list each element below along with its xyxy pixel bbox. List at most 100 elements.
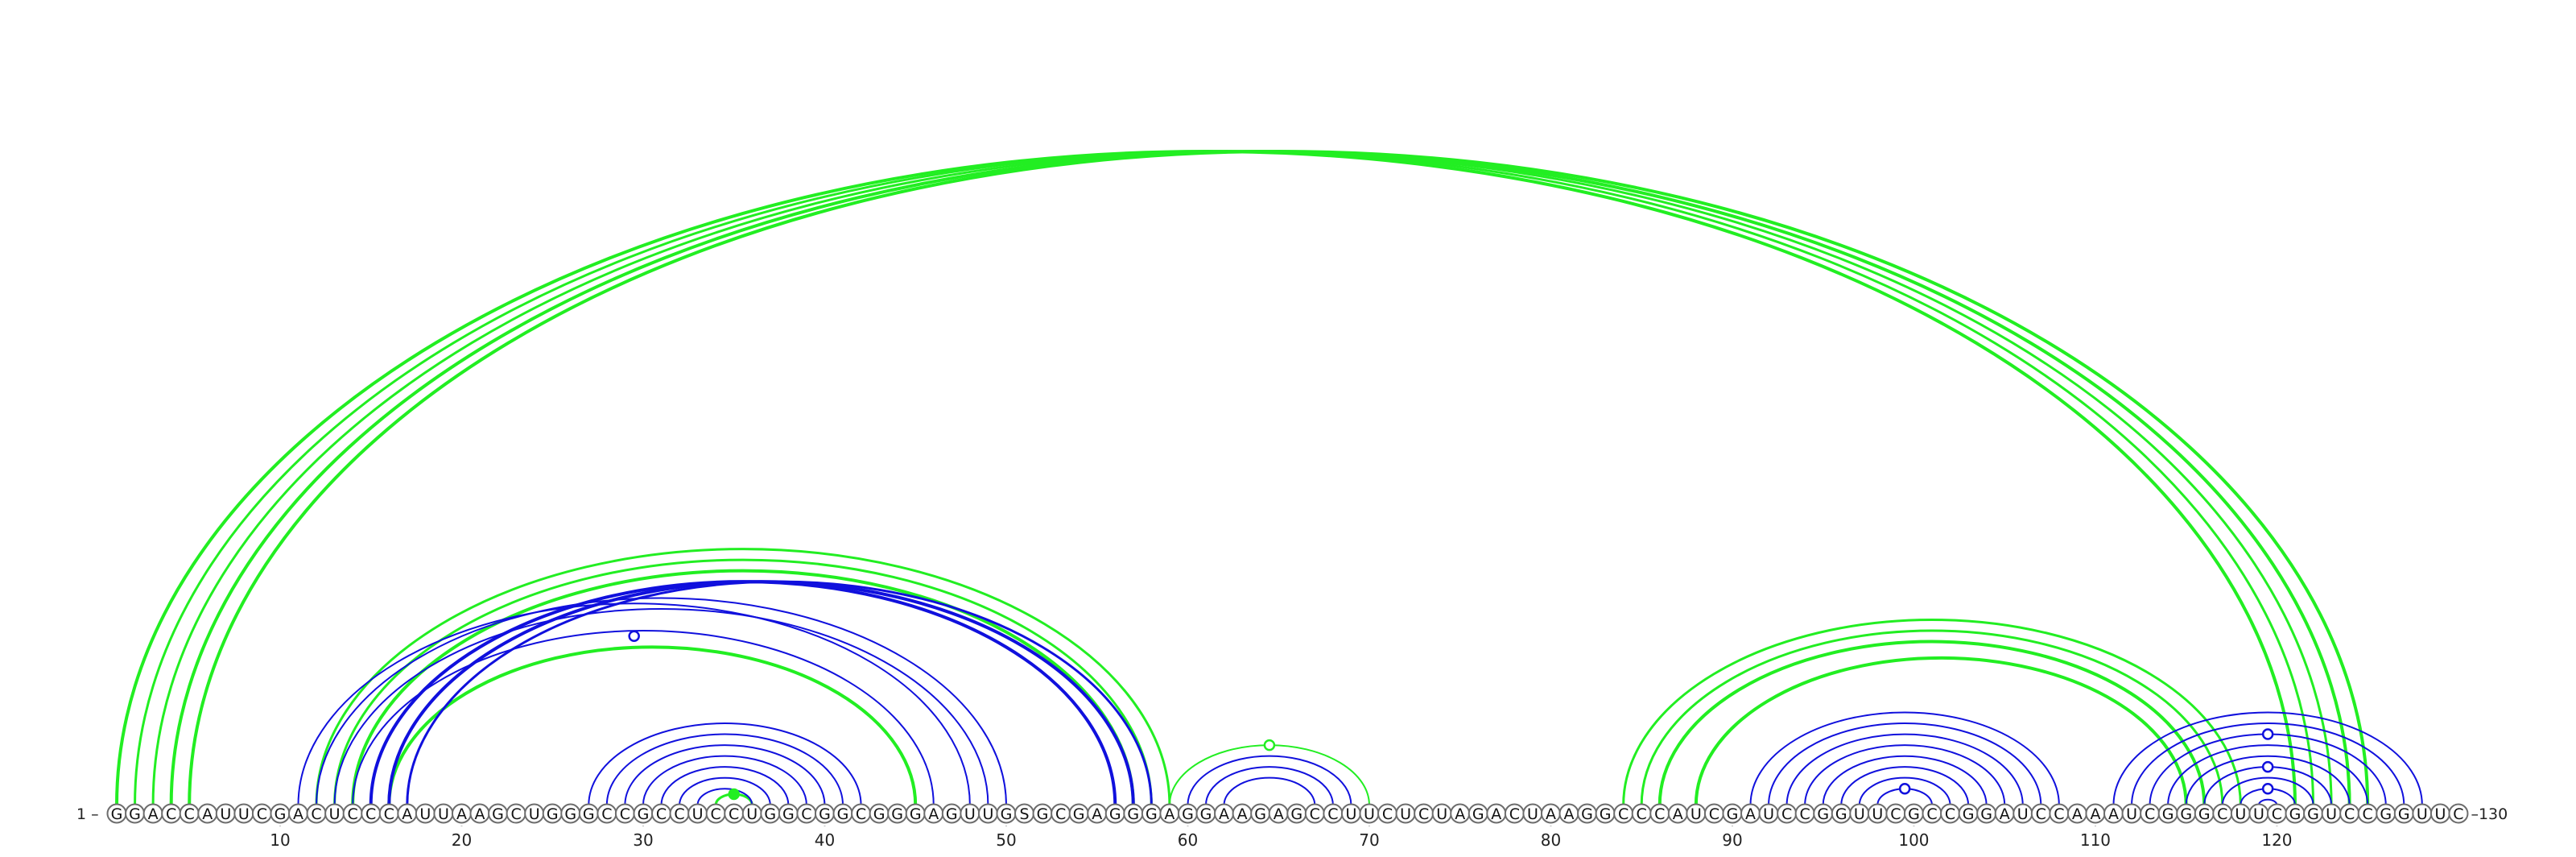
base-pair-arc-29-40 bbox=[624, 744, 826, 805]
nucleotide-40: G bbox=[814, 803, 835, 824]
nucleotide-9: C bbox=[251, 803, 272, 824]
nucleotide-92: U bbox=[1758, 803, 1779, 824]
arc-apex-marker bbox=[2261, 782, 2274, 795]
nucleotide-42: C bbox=[851, 803, 872, 824]
base-pair-arc-93-106 bbox=[1785, 733, 2024, 805]
base-pair-arc-61-68 bbox=[1205, 766, 1334, 805]
nucleotide-letter: G bbox=[782, 805, 795, 823]
nucleotide-letter: C bbox=[2272, 805, 2282, 823]
nucleotide-letter: C bbox=[510, 805, 521, 823]
nucleotide-39: C bbox=[796, 803, 817, 824]
nucleotide-121: G bbox=[2285, 803, 2306, 824]
nucleotide-letter: G bbox=[638, 805, 650, 823]
nucleotide-23: C bbox=[506, 803, 526, 824]
tick-label-70: 70 bbox=[1359, 830, 1379, 850]
nucleotide-letter: G bbox=[873, 805, 886, 823]
nucleotide-97: U bbox=[1849, 803, 1870, 824]
base-pair-arc-2-122 bbox=[134, 150, 2315, 805]
nucleotide-letter: C bbox=[729, 805, 739, 823]
nucleotide-50: G bbox=[996, 803, 1017, 824]
nucleotide-letter: G bbox=[910, 805, 922, 823]
nucleotide-59: A bbox=[1159, 803, 1180, 824]
nucleotide-35: C bbox=[724, 803, 745, 824]
nucleotide-letter: G bbox=[837, 805, 849, 823]
nucleotide-letter: U bbox=[2253, 805, 2264, 823]
base-pair-arc-84-118 bbox=[1622, 618, 2242, 805]
nucleotide-8: U bbox=[233, 803, 254, 824]
nucleotide-14: C bbox=[342, 803, 363, 824]
nucleotide-106: U bbox=[2013, 803, 2033, 824]
base-pair-arc-16-57 bbox=[387, 580, 1135, 805]
nucleotide-letter: G bbox=[819, 805, 831, 823]
nucleotide-letter: G bbox=[2398, 805, 2410, 823]
base-pair-arc-97-102 bbox=[1858, 776, 1951, 805]
base-pair-arc-33-36 bbox=[696, 788, 753, 805]
base-pair-arc-11-48 bbox=[297, 602, 971, 805]
base-pair-arc-30-39 bbox=[642, 755, 807, 805]
base-pair-arc-13-58 bbox=[333, 558, 1153, 805]
nucleotide-52: G bbox=[1032, 803, 1053, 824]
nucleotide-letter: G bbox=[129, 805, 141, 823]
nucleotide-letter: U bbox=[2326, 805, 2337, 823]
nucleotide-letter: A bbox=[1237, 805, 1248, 823]
nucleotide-3: A bbox=[142, 803, 163, 824]
nucleotide-11: A bbox=[288, 803, 308, 824]
nucleotide-letter: G bbox=[2380, 805, 2392, 823]
base-pair-arc-16-45 bbox=[387, 645, 918, 805]
nucleotide-36: U bbox=[741, 803, 762, 824]
sequence-start-label: 1 – bbox=[76, 805, 99, 823]
nucleotide-18: U bbox=[415, 803, 436, 824]
base-pair-arc-119-120 bbox=[2257, 798, 2278, 805]
nucleotide-51: S bbox=[1014, 803, 1034, 824]
nucleotide-119: U bbox=[2248, 803, 2269, 824]
nucleotide-letter: G bbox=[1581, 805, 1593, 823]
nucleotide-91: A bbox=[1740, 803, 1761, 824]
nucleotide-103: G bbox=[1958, 803, 1979, 824]
nucleotide-letter: C bbox=[1327, 805, 1338, 823]
nucleotide-letter: C bbox=[311, 805, 321, 823]
base-pair-arc-3-123 bbox=[151, 150, 2333, 805]
nucleotide-letter: C bbox=[1654, 805, 1665, 823]
base-pair-arc-86-116 bbox=[1657, 640, 2207, 805]
nucleotide-104: G bbox=[1976, 803, 1997, 824]
nucleotide-letter: C bbox=[2344, 805, 2355, 823]
nucleotide-109: A bbox=[2066, 803, 2087, 824]
nucleotide-16: C bbox=[378, 803, 399, 824]
nucleotide-64: G bbox=[1250, 803, 1271, 824]
nucleotide-letter: U bbox=[746, 805, 758, 823]
nucleotide-letter: C bbox=[184, 805, 195, 823]
tick-label-10: 10 bbox=[270, 830, 290, 850]
nucleotide-letter: G bbox=[1727, 805, 1739, 823]
nucleotide-letter: U bbox=[529, 805, 540, 823]
nucleotide-letter: C bbox=[620, 805, 630, 823]
nucleotide-letter: A bbox=[1164, 805, 1174, 823]
nucleotide-letter: C bbox=[1382, 805, 1393, 823]
nucleotide-130: C bbox=[2448, 803, 2469, 824]
nucleotide-letter: G bbox=[275, 805, 287, 823]
nucleotide-75: A bbox=[1450, 803, 1471, 824]
nucleotide-128: U bbox=[2412, 803, 2433, 824]
nucleotide-letter: G bbox=[2307, 805, 2319, 823]
nucleotide-letter: C bbox=[1055, 805, 1066, 823]
nucleotide-53: C bbox=[1051, 803, 1071, 824]
nucleotide-111: A bbox=[2103, 803, 2124, 824]
tick-label-40: 40 bbox=[815, 830, 835, 850]
nucleotide-79: U bbox=[1522, 803, 1543, 824]
tick-label-80: 80 bbox=[1541, 830, 1561, 850]
nucleotide-letter: G bbox=[946, 805, 958, 823]
nucleotide-17: A bbox=[397, 803, 418, 824]
arc-apex-marker bbox=[1898, 782, 1911, 795]
nucleotide-24: U bbox=[524, 803, 545, 824]
base-pair-arc-117-122 bbox=[2221, 776, 2314, 805]
nucleotide-70: U bbox=[1359, 803, 1380, 824]
nucleotide-letter: G bbox=[1472, 805, 1484, 823]
nucleotide-letter: G bbox=[111, 805, 123, 823]
nucleotide-letter: U bbox=[1400, 805, 1411, 823]
nucleotide-65: A bbox=[1268, 803, 1289, 824]
nucleotide-58: G bbox=[1141, 803, 1162, 824]
nucleotide-letter: A bbox=[2000, 805, 2010, 823]
nucleotide-122: G bbox=[2303, 803, 2324, 824]
nucleotide-letter: G bbox=[2289, 805, 2301, 823]
nucleotide-73: C bbox=[1414, 803, 1435, 824]
